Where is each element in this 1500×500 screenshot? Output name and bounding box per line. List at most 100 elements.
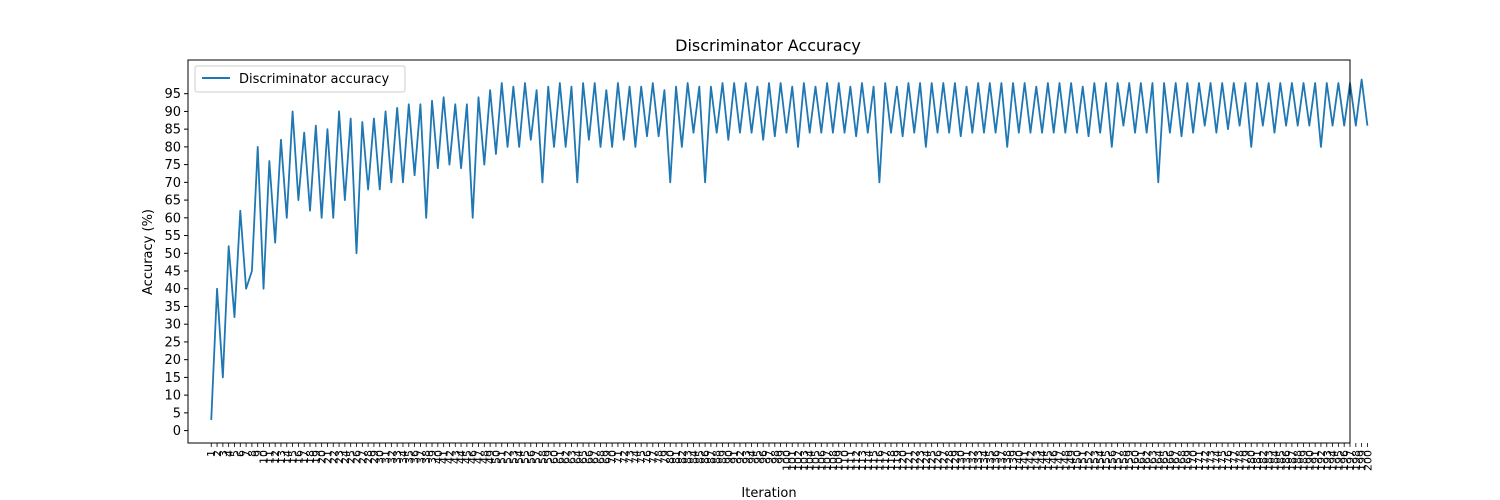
x-tick-label: 167 [1170,450,1183,471]
x-tick-label: 21 [321,450,334,464]
x-tick-label: 152 [1083,450,1096,471]
x-tick-label: 88 [711,450,724,464]
x-tick-label: 65 [577,450,590,464]
x-tick-label: 61 [554,450,567,464]
x-tick-label: 76 [641,450,654,464]
x-tick-label: 27 [356,450,369,464]
x-tick-label: 171 [1193,450,1206,471]
x-tick-label: 179 [1239,450,1252,471]
x-tick-label: 178 [1234,450,1247,471]
x-tick-label: 194 [1327,450,1340,471]
x-tick-label: 188 [1292,450,1305,471]
x-tick-label: 119 [891,450,904,471]
x-tick-label: 66 [583,450,596,464]
x-tick-label: 68 [595,450,608,464]
x-tick-label: 14 [281,450,294,464]
x-tick-label: 145 [1042,450,1055,471]
x-tick-label: 150 [1071,450,1084,471]
x-tick-label: 91 [728,450,741,464]
x-tick-label: 189 [1298,450,1311,471]
x-tick-label: 43 [449,450,462,464]
x-tick-label: 10 [258,450,271,464]
x-tick-label: 101 [786,450,799,471]
x-tick-label: 163 [1146,450,1159,471]
x-tick-label: 161 [1135,450,1148,471]
x-tick-label: 57 [531,450,544,464]
y-axis-label: Accuracy (%) [141,209,156,295]
y-tick-label: 25 [164,335,181,350]
legend-box [194,65,406,93]
x-tick-label: 184 [1268,450,1281,471]
y-tick-label: 90 [164,105,181,120]
x-tick-label: 4 [223,450,236,457]
y-tick-label: 80 [164,140,181,155]
x-tick-label: 35 [403,450,416,464]
x-tick-label: 157 [1112,450,1125,471]
y-tick-label: 30 [164,318,181,333]
y-tick-label: 75 [164,158,181,173]
x-tick-label: 23 [333,450,346,464]
x-tick-label: 151 [1077,450,1090,471]
x-tick-label: 192 [1315,450,1328,471]
x-tick-label: 156 [1106,450,1119,471]
x-tick-label: 109 [833,450,846,471]
x-tick-label: 94 [746,450,759,464]
x-tick-label: 5 [228,450,241,457]
x-tick-label: 154 [1094,450,1107,471]
x-tick-label: 112 [850,450,863,471]
x-tick-label: 9 [252,450,265,457]
x-tick-label: 176 [1222,450,1235,471]
x-tick-label: 111 [844,450,857,471]
x-tick-label: 190 [1303,450,1316,471]
y-tick-label: 65 [164,194,181,209]
plot-area: 0510152025303540455055606570758085909512… [164,78,1374,471]
x-tick-label: 125 [926,450,939,471]
x-axis-label: Iteration [741,486,796,500]
x-tick-label: 168 [1176,450,1189,471]
y-tick-label: 45 [164,265,181,280]
x-tick-label: 183 [1263,450,1276,471]
x-tick-label: 29 [368,450,381,464]
x-tick-label: 73 [624,450,637,464]
x-tick-label: 115 [868,450,881,471]
x-tick-label: 12 [269,450,282,464]
x-tick-label: 149 [1065,450,1078,471]
x-tick-label: 155 [1100,450,1113,471]
x-tick-label: 77 [647,450,660,464]
x-tick-label: 45 [461,450,474,464]
x-tick-label: 15 [287,450,300,464]
x-tick-label: 191 [1309,450,1322,471]
x-tick-label: 129 [949,450,962,471]
x-tick-label: 71 [612,450,625,464]
x-tick-label: 2 [211,450,224,457]
x-tick-label: 121 [902,450,915,471]
x-tick-label: 126 [931,450,944,471]
x-tick-label: 75 [635,450,648,464]
x-tick-label: 32 [385,450,398,464]
x-tick-label: 187 [1286,450,1299,471]
x-tick-label: 108 [827,450,840,471]
x-tick-label: 193 [1321,450,1334,471]
x-tick-label: 118 [885,450,898,471]
x-tick-label: 117 [879,450,892,471]
x-tick-label: 49 [484,450,497,464]
y-tick-label: 95 [164,87,181,102]
x-tick-label: 185 [1274,450,1287,471]
x-tick-label: 31 [380,450,393,464]
x-tick-label: 120 [897,450,910,471]
x-tick-label: 30 [374,450,387,464]
x-tick-label: 159 [1123,450,1136,471]
x-tick-label: 138 [1001,450,1014,471]
x-tick-label: 87 [705,450,718,464]
series-line-discriminator-accuracy [210,78,1369,420]
x-tick-label: 48 [478,450,491,464]
x-tick-label: 173 [1205,450,1218,471]
x-tick-label: 39 [426,450,439,464]
x-tick-label: 62 [560,450,573,464]
x-tick-label: 78 [653,450,666,464]
x-tick-label: 47 [473,450,486,464]
x-tick-label: 147 [1054,450,1067,471]
x-tick-label: 153 [1088,450,1101,471]
x-tick-label: 54 [513,450,526,464]
